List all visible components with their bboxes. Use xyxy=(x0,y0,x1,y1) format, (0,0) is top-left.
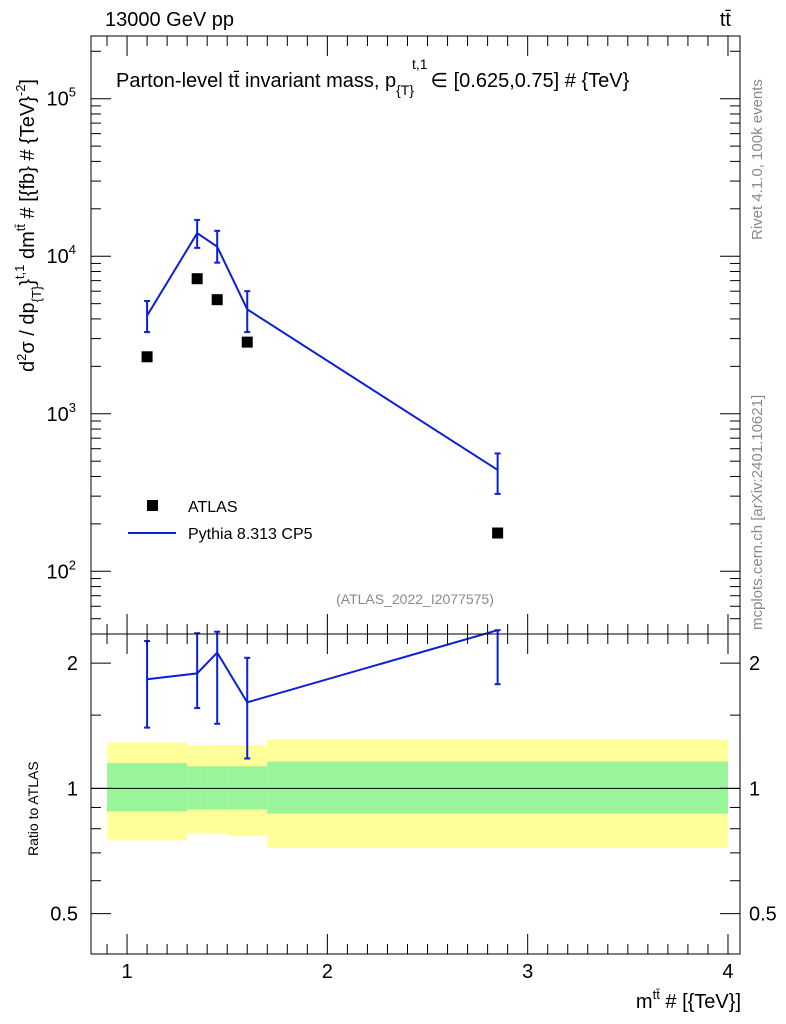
header-left: 13000 GeV pp xyxy=(105,9,234,31)
ylabel-brace: } xyxy=(17,279,39,286)
ratio-panel: 0.5 0.5 1 1 2 2 1 2 3 4 Ratio to ATLAS mtt̄ # [{T… xyxy=(25,629,777,1013)
mc-line xyxy=(146,231,499,471)
ytick-base: 10 xyxy=(47,89,69,111)
atlas-point xyxy=(191,273,203,285)
ylabel-sup2: 2 xyxy=(14,354,29,361)
legend-atlas-marker xyxy=(147,500,158,511)
top-frame xyxy=(90,35,741,635)
ratio-ytick-label-right: 1 xyxy=(749,778,760,800)
ytick-exp: 4 xyxy=(69,242,76,257)
ylabel-supt1: t,1 xyxy=(12,265,27,279)
plot-title-sub: {T} xyxy=(396,82,414,98)
ratio-band-inner xyxy=(227,766,268,810)
ylabel-suptt: tt̄ xyxy=(13,224,28,232)
ratio-band-inner xyxy=(207,766,228,810)
ylabel-dm: dm xyxy=(17,231,39,264)
ylabel-close: ] xyxy=(17,79,39,85)
xtick-label: 2 xyxy=(322,961,333,983)
header-right: tt̄ xyxy=(720,9,732,31)
top-ytick-label: 103 xyxy=(47,400,76,426)
ratio-frame xyxy=(90,633,741,955)
top-ylabel: d2σ / dp{T}}t,1 dmtt̄ # [{fb} # {TeV}-2] xyxy=(12,79,44,372)
xtick-label: 4 xyxy=(722,961,733,983)
legend-mc-label: Pythia 8.313 CP5 xyxy=(188,526,313,543)
ratio-axes: 0.5 0.5 1 1 2 2 1 2 3 4 xyxy=(50,634,777,983)
legend-atlas-label: ATLAS xyxy=(188,499,238,516)
xlabel-tail: # [{TeV}] xyxy=(660,991,741,1013)
atlas-point xyxy=(492,527,504,539)
atlas-point xyxy=(141,351,153,363)
ytick-exp: 2 xyxy=(69,557,76,572)
legend: ATLAS Pythia 8.313 CP5 xyxy=(128,499,313,543)
ratio-ytick-label-right: 0.5 xyxy=(749,904,777,926)
ytick-base: 10 xyxy=(47,246,69,268)
ratio-mc-line xyxy=(146,629,498,704)
ratio-band-inner xyxy=(187,766,208,810)
ytick-exp: 5 xyxy=(69,85,76,100)
mcplots-label: mcplots.cern.ch [arXiv:2401.10621] xyxy=(749,395,766,630)
plot-title-main: Parton-level tt̄ invariant mass, p xyxy=(116,70,396,92)
ytick-base: 10 xyxy=(47,404,69,426)
rivet-label: Rivet 4.1.0, 100k events xyxy=(749,79,766,240)
ylabel-sigma: σ / dp xyxy=(17,302,39,353)
ylabel-units: # [{fb} # {TeV} xyxy=(17,96,39,224)
xtick-label: 1 xyxy=(121,961,132,983)
xlabel-main: m xyxy=(636,991,653,1013)
ylabel-supm2: -2 xyxy=(13,85,28,97)
xlabel-sup: tt̄ xyxy=(653,987,661,1002)
ratio-ylabel: Ratio to ATLAS xyxy=(25,761,41,856)
ratio-band-inner xyxy=(267,761,728,814)
atlas-point xyxy=(211,294,223,306)
ratio-ytick-label-right: 2 xyxy=(749,653,760,675)
top-plot-area xyxy=(141,218,504,539)
ratio-ytick-label: 0.5 xyxy=(50,904,78,926)
ratio-band-inner xyxy=(107,763,188,812)
ratio-ytick-label: 1 xyxy=(67,778,78,800)
ratio-ytick-label: 2 xyxy=(67,653,78,675)
atlas-point xyxy=(241,336,253,348)
ytick-exp: 3 xyxy=(69,400,76,415)
ratio-plot-area xyxy=(91,629,740,848)
analysis-watermark: (ATLAS_2022_I2077575) xyxy=(336,591,494,607)
top-ytick-label: 102 xyxy=(47,557,76,583)
ylabel-d: d xyxy=(17,361,39,372)
top-ytick-label: 105 xyxy=(47,85,76,111)
plot-title: Parton-level tt̄ invariant mass, p{T} t,1… xyxy=(116,56,630,98)
plot-title-tail: ∈ [0.625,0.75] # {TeV} xyxy=(431,70,630,92)
ytick-base: 10 xyxy=(47,561,69,583)
ylabel-subT: {T} xyxy=(29,285,44,302)
xtick-label: 3 xyxy=(522,961,533,983)
plot-title-sup: t,1 xyxy=(412,56,428,72)
xlabel: mtt̄ # [{TeV}] xyxy=(636,987,741,1013)
top-ytick-label: 104 xyxy=(47,242,76,268)
